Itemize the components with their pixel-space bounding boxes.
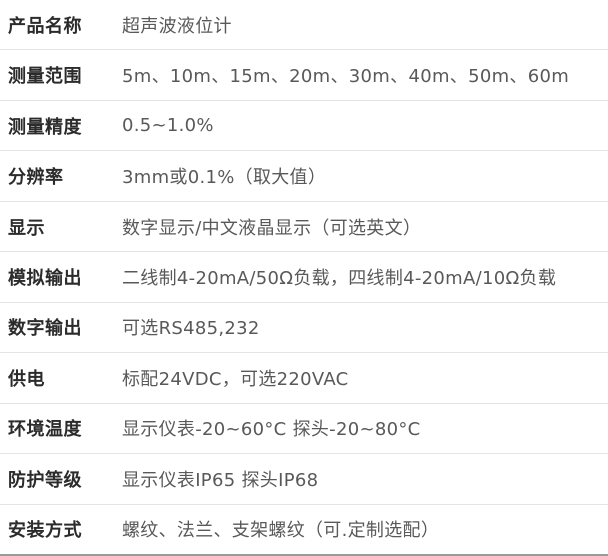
spec-row-value: 5m、10m、15m、20m、30m、40m、50m、60m [122, 66, 570, 88]
spec-row-value: 螺纹、法兰、支架螺纹（可.定制选配） [122, 520, 440, 542]
spec-row-label: 测量范围 [8, 66, 82, 88]
spec-row: 测量范围 5m、10m、15m、20m、30m、40m、50m、60m [0, 50, 608, 101]
spec-row: 环境温度 显示仪表-20~60°C 探头-20~80°C [0, 404, 608, 455]
spec-row-label: 分辨率 [8, 167, 64, 189]
spec-row: 数字输出 可选RS485,232 [0, 303, 608, 354]
spec-row-value: 3mm或0.1%（取大值） [122, 167, 327, 189]
spec-row: 测量精度 0.5~1.0% [0, 101, 608, 152]
spec-row-label: 测量精度 [8, 116, 82, 138]
spec-row-label: 产品名称 [8, 15, 82, 37]
spec-row-label: 防护等级 [8, 469, 82, 491]
spec-row: 供电 标配24VDC，可选220VAC [0, 353, 608, 404]
spec-row-value: 显示仪表IP65 探头IP68 [122, 469, 319, 491]
spec-row-label: 安装方式 [8, 520, 82, 542]
spec-row-value: 显示仪表-20~60°C 探头-20~80°C [122, 419, 421, 441]
spec-row-label: 数字输出 [8, 318, 82, 340]
spec-row-value: 标配24VDC，可选220VAC [122, 368, 349, 390]
spec-row-value: 0.5~1.0% [122, 115, 214, 137]
spec-row: 产品名称 超声波液位计 [0, 0, 608, 51]
spec-row-label: 模拟输出 [8, 267, 82, 289]
spec-row: 防护等级 显示仪表IP65 探头IP68 [0, 454, 608, 505]
spec-row: 模拟输出 二线制4-20mA/50Ω负载，四线制4-20mA/10Ω负载 [0, 252, 608, 303]
spec-row-value: 数字显示/中文液晶显示（可选英文） [122, 217, 422, 239]
spec-row-label: 环境温度 [8, 419, 82, 441]
spec-row-value: 二线制4-20mA/50Ω负载，四线制4-20mA/10Ω负载 [122, 267, 557, 289]
spec-row: 安装方式 螺纹、法兰、支架螺纹（可.定制选配） [0, 505, 608, 554]
spec-row-label: 显示 [8, 217, 45, 239]
spec-row: 显示 数字显示/中文液晶显示（可选英文） [0, 202, 608, 253]
spec-row-value: 可选RS485,232 [122, 318, 260, 340]
spec-row-label: 供电 [8, 368, 45, 390]
spec-row: 分辨率 3mm或0.1%（取大值） [0, 151, 608, 202]
spec-row-value: 超声波液位计 [122, 15, 232, 37]
